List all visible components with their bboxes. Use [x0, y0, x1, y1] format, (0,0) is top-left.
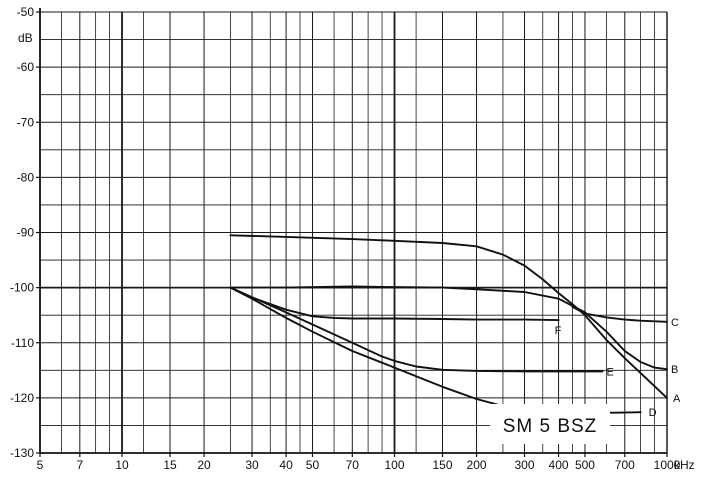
x-tick-label: 15 [163, 458, 177, 472]
x-tick-label: 5 [37, 458, 44, 472]
curve-a [229, 234, 668, 399]
x-tick-label: 30 [245, 458, 259, 472]
curve-label-f: F [555, 325, 562, 337]
x-tick-label: 300 [515, 458, 535, 472]
y-tick-label: -130 [10, 446, 34, 460]
x-tick-label: 400 [549, 458, 569, 472]
curve-d [229, 286, 642, 414]
curve-c [571, 305, 668, 323]
x-tick-label: 150 [432, 458, 452, 472]
y-tick-label: -120 [10, 391, 34, 405]
y-unit-label: dB [18, 31, 33, 45]
y-tick-label: -90 [17, 226, 35, 240]
major-gridlines [39, 11, 668, 454]
x-tick-label: 20 [197, 458, 211, 472]
x-tick-label: 500 [575, 458, 595, 472]
x-tick-label: 700 [615, 458, 635, 472]
y-tick-label: -70 [17, 115, 35, 129]
x-tick-label: 10 [115, 458, 129, 472]
y-tick-label: -50 [17, 5, 35, 19]
curve-b [229, 285, 668, 371]
annotation-group: SM 5 BSZ [490, 404, 610, 444]
curve-f [229, 286, 560, 322]
annotation-text: SM 5 BSZ [503, 416, 598, 437]
x-tick-label: 100 [384, 458, 404, 472]
axes-frame [36, 8, 668, 457]
x-tick-label: 200 [467, 458, 487, 472]
annotation-backdrop [490, 404, 610, 444]
y-tick-label: -60 [17, 60, 35, 74]
curves: A B C D E F [229, 234, 681, 419]
x-tick-label: 70 [346, 458, 360, 472]
curve-e [229, 286, 604, 373]
y-tick-label: -100 [10, 281, 34, 295]
x-tick-label: 50 [306, 458, 320, 472]
y-tick-label: -80 [17, 170, 35, 184]
curve-label-b: B [671, 364, 678, 376]
x-tick-label: 7 [76, 458, 83, 472]
curve-label-c: C [671, 317, 679, 329]
curve-label-d: D [649, 407, 657, 419]
x-tick-label: 1000 [654, 458, 681, 472]
x-tick-label: 40 [279, 458, 293, 472]
curve-label-e: E [607, 366, 614, 378]
y-tick-label: -110 [11, 336, 34, 350]
x-unit-label: kHz [674, 458, 695, 472]
curve-label-a: A [673, 393, 681, 405]
